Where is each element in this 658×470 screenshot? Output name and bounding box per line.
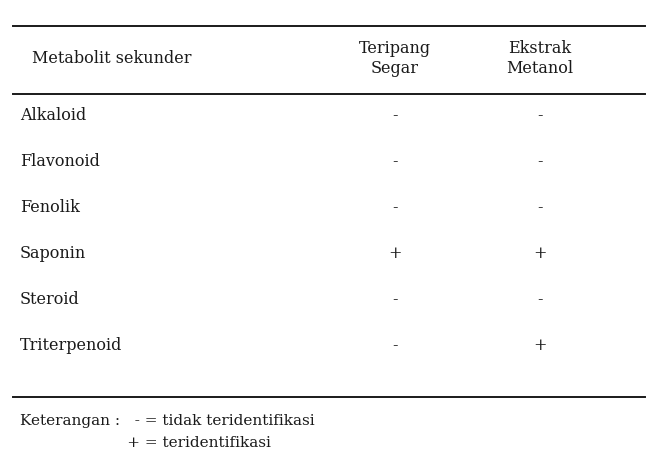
Text: -: -	[537, 291, 542, 308]
Text: -: -	[537, 199, 542, 216]
Text: Flavonoid: Flavonoid	[20, 153, 99, 170]
Text: -: -	[392, 107, 397, 124]
Text: -: -	[392, 153, 397, 170]
Text: Keterangan :   - = tidak teridentifikasi: Keterangan : - = tidak teridentifikasi	[20, 414, 315, 428]
Text: +: +	[533, 245, 546, 262]
Text: Alkaloid: Alkaloid	[20, 107, 86, 124]
Text: -: -	[392, 337, 397, 354]
Text: -: -	[392, 291, 397, 308]
Text: Fenolik: Fenolik	[20, 199, 80, 216]
Text: Triterpenoid: Triterpenoid	[20, 337, 122, 354]
Text: +: +	[533, 337, 546, 354]
Text: Ekstrak
Metanol: Ekstrak Metanol	[506, 40, 573, 77]
Text: -: -	[537, 153, 542, 170]
Text: -: -	[392, 199, 397, 216]
Text: Steroid: Steroid	[20, 291, 80, 308]
Text: Saponin: Saponin	[20, 245, 86, 262]
Text: +: +	[388, 245, 401, 262]
Text: Metabolit sekunder: Metabolit sekunder	[32, 50, 191, 67]
Text: Teripang
Segar: Teripang Segar	[359, 40, 431, 77]
Text: + = teridentifikasi: + = teridentifikasi	[20, 436, 270, 450]
Text: -: -	[537, 107, 542, 124]
